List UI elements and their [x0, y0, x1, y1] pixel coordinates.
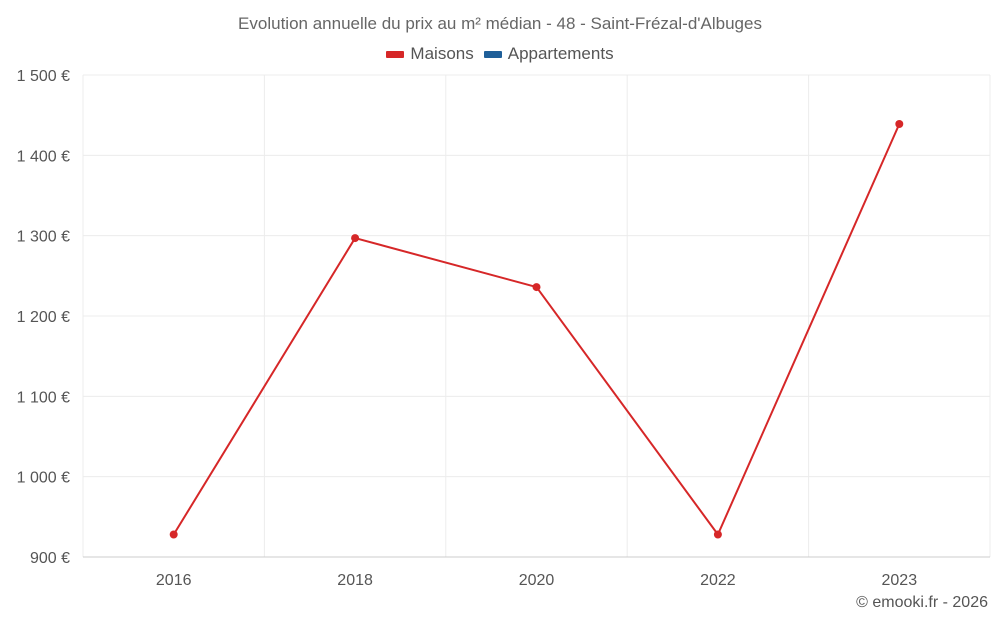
y-tick-label: 1 000 €: [17, 470, 70, 487]
legend-swatch-appartements: [483, 50, 502, 58]
legend-item-maisons[interactable]: Maisons: [386, 44, 474, 64]
data-point-maisons: [713, 530, 722, 539]
y-tick-label: 1 100 €: [17, 389, 70, 406]
legend-item-appartements[interactable]: Appartements: [483, 44, 614, 64]
chart-title: Evolution annuelle du prix au m² médian …: [238, 14, 762, 33]
y-tick-label: 1 200 €: [17, 309, 70, 326]
y-tick-label: 900 €: [30, 550, 70, 567]
data-point-maisons: [351, 234, 360, 243]
legend: Maisons Appartements: [0, 44, 1000, 64]
y-tick-label: 1 500 €: [17, 68, 70, 85]
legend-swatch-maisons: [386, 50, 405, 58]
x-tick-label: 2018: [337, 572, 373, 589]
x-tick-label: 2023: [882, 572, 918, 589]
data-point-maisons: [532, 283, 541, 292]
data-point-maisons: [169, 530, 178, 539]
series-line-maisons: [172, 123, 901, 536]
x-tick-label: 2020: [519, 572, 555, 589]
x-tick-label: 2022: [700, 572, 736, 589]
y-tick-label: 1 400 €: [17, 148, 70, 165]
legend-label-maisons: Maisons: [410, 44, 474, 63]
credit: © emooki.fr - 2026: [856, 594, 988, 611]
data-point-maisons: [895, 120, 904, 129]
axes: 900 € 1 000 € 1 100 € 1 200 € 1 300 € 1 400 €…: [17, 68, 990, 589]
legend-label-appartements: Appartements: [507, 44, 614, 63]
series-layer: [169, 120, 904, 539]
grid: [82, 74, 991, 557]
y-tick-label: 1 300 €: [17, 229, 70, 246]
x-tick-label: 2016: [156, 572, 192, 589]
